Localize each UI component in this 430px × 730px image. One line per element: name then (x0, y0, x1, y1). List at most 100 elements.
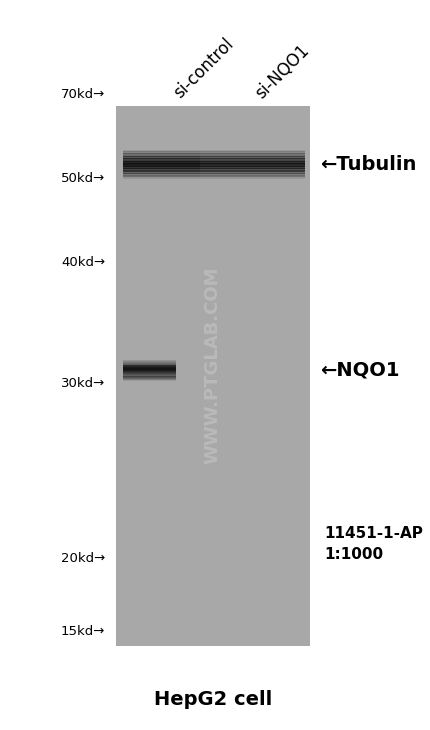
Bar (200, 172, 305, 174)
Bar (123, 152, 200, 153)
Bar (123, 156, 200, 157)
Bar (200, 155, 305, 156)
Bar (123, 377, 176, 378)
Bar (123, 170, 200, 171)
Bar (123, 376, 176, 377)
Bar (200, 164, 305, 165)
Bar (200, 172, 305, 173)
Bar (200, 167, 305, 168)
Bar (200, 156, 305, 157)
Bar (123, 150, 200, 151)
Bar (123, 153, 200, 154)
Bar (123, 360, 176, 361)
Bar (123, 376, 176, 377)
Bar (123, 163, 200, 164)
Bar (200, 168, 305, 169)
Bar (123, 369, 176, 370)
Text: 40kd→: 40kd→ (61, 256, 105, 269)
Bar (123, 166, 200, 167)
Bar (123, 150, 200, 152)
Bar (200, 160, 305, 161)
Bar (200, 176, 305, 177)
Bar (200, 150, 305, 152)
Bar (200, 150, 305, 151)
Text: 11451-1-AP
1:1000: 11451-1-AP 1:1000 (325, 526, 424, 562)
Bar (123, 174, 200, 175)
Bar (200, 153, 305, 154)
Bar (200, 169, 305, 170)
Bar (123, 162, 200, 163)
Bar (200, 173, 305, 174)
Text: ←Tubulin: ←Tubulin (320, 155, 417, 174)
Text: WWW.PTGLAB.COM: WWW.PTGLAB.COM (204, 266, 222, 464)
Bar (200, 177, 305, 179)
Bar (123, 155, 200, 157)
Bar (123, 372, 176, 373)
Text: si-control: si-control (170, 35, 237, 102)
Bar (200, 154, 305, 155)
Text: ←NQO1: ←NQO1 (320, 361, 400, 380)
Text: 30kd→: 30kd→ (61, 377, 105, 390)
Bar (123, 374, 176, 375)
Bar (123, 378, 176, 379)
Bar (123, 365, 176, 366)
Bar (123, 173, 200, 174)
Bar (123, 172, 200, 174)
Bar (123, 176, 200, 177)
Bar (200, 152, 305, 153)
Bar (200, 161, 305, 162)
Bar (123, 365, 176, 366)
Bar (123, 363, 176, 364)
Bar (123, 160, 200, 161)
Bar (200, 166, 305, 167)
Bar (123, 169, 200, 170)
Bar (123, 371, 176, 372)
Bar (123, 175, 200, 177)
Bar (123, 159, 200, 160)
Bar (123, 165, 200, 166)
Bar (200, 151, 305, 153)
Bar (123, 371, 176, 372)
Bar (123, 370, 176, 371)
Bar (200, 177, 305, 178)
Bar (200, 155, 305, 157)
Bar (123, 157, 200, 158)
Bar (123, 151, 200, 153)
Text: si-NQO1: si-NQO1 (252, 41, 313, 102)
Bar (123, 155, 200, 156)
Text: HepG2 cell: HepG2 cell (154, 690, 272, 709)
Bar (200, 162, 305, 163)
Bar (123, 373, 176, 374)
Bar (123, 374, 176, 375)
Bar (200, 175, 305, 177)
Bar (200, 174, 305, 175)
Bar (123, 158, 200, 159)
Bar (123, 164, 200, 165)
Text: 20kd→: 20kd→ (61, 552, 105, 565)
Bar (200, 163, 305, 164)
Bar (123, 359, 176, 361)
Bar (123, 368, 176, 369)
Bar (123, 171, 200, 172)
Bar (123, 177, 200, 179)
Bar (200, 153, 305, 155)
Text: 50kd→: 50kd→ (61, 172, 105, 185)
Bar (123, 380, 176, 381)
Bar (123, 367, 176, 368)
Bar (200, 174, 305, 176)
Bar (200, 171, 305, 172)
Bar (200, 170, 305, 171)
Bar (123, 154, 200, 155)
Bar (116, 106, 310, 646)
Bar (123, 375, 176, 376)
Bar (123, 174, 200, 176)
Bar (123, 379, 176, 380)
Bar (200, 159, 305, 160)
Bar (123, 378, 176, 379)
Bar (200, 158, 305, 159)
Bar (123, 153, 200, 155)
Bar (123, 362, 176, 363)
Bar (123, 367, 176, 368)
Bar (123, 167, 200, 168)
Bar (123, 361, 176, 362)
